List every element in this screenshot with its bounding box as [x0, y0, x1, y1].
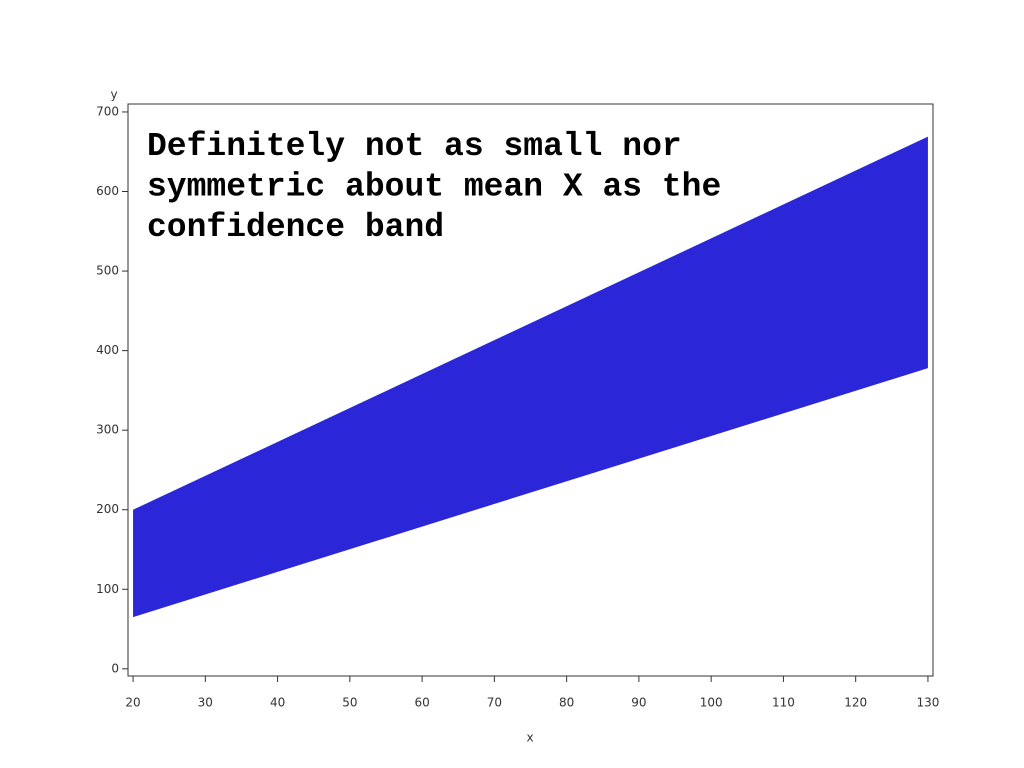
x-tick-label: 80	[559, 696, 574, 710]
x-tick-label: 130	[916, 696, 939, 710]
y-tick-label: 700	[96, 104, 119, 118]
x-tick-label: 50	[342, 696, 357, 710]
y-tick-label: 300	[96, 423, 119, 437]
annotation: confidence band	[147, 209, 444, 246]
plot-frame	[127, 103, 934, 677]
x-axis-label: x	[526, 731, 533, 745]
x-tick-label: 30	[198, 696, 213, 710]
y-tick-label: 500	[96, 264, 119, 278]
y-axis-label: y	[110, 88, 117, 102]
x-tick-label: 20	[125, 696, 140, 710]
y-tick-label: 200	[96, 502, 119, 516]
x-tick-label: 100	[700, 696, 723, 710]
prediction-band	[133, 136, 928, 618]
x-tick-label: 40	[270, 696, 285, 710]
x-tick-label: 110	[772, 696, 795, 710]
y-tick-label: 600	[96, 184, 119, 198]
y-tick-label: 100	[96, 582, 119, 596]
x-tick-label: 60	[414, 696, 429, 710]
x-tick-label: 70	[487, 696, 502, 710]
x-tick-label: 90	[631, 696, 646, 710]
y-tick-label: 400	[96, 343, 119, 357]
y-tick-label: 0	[111, 661, 119, 675]
annotation: symmetric about mean X as the	[147, 169, 721, 206]
annotation: Definitely not as small nor	[147, 128, 682, 165]
x-tick-label: 120	[844, 696, 867, 710]
